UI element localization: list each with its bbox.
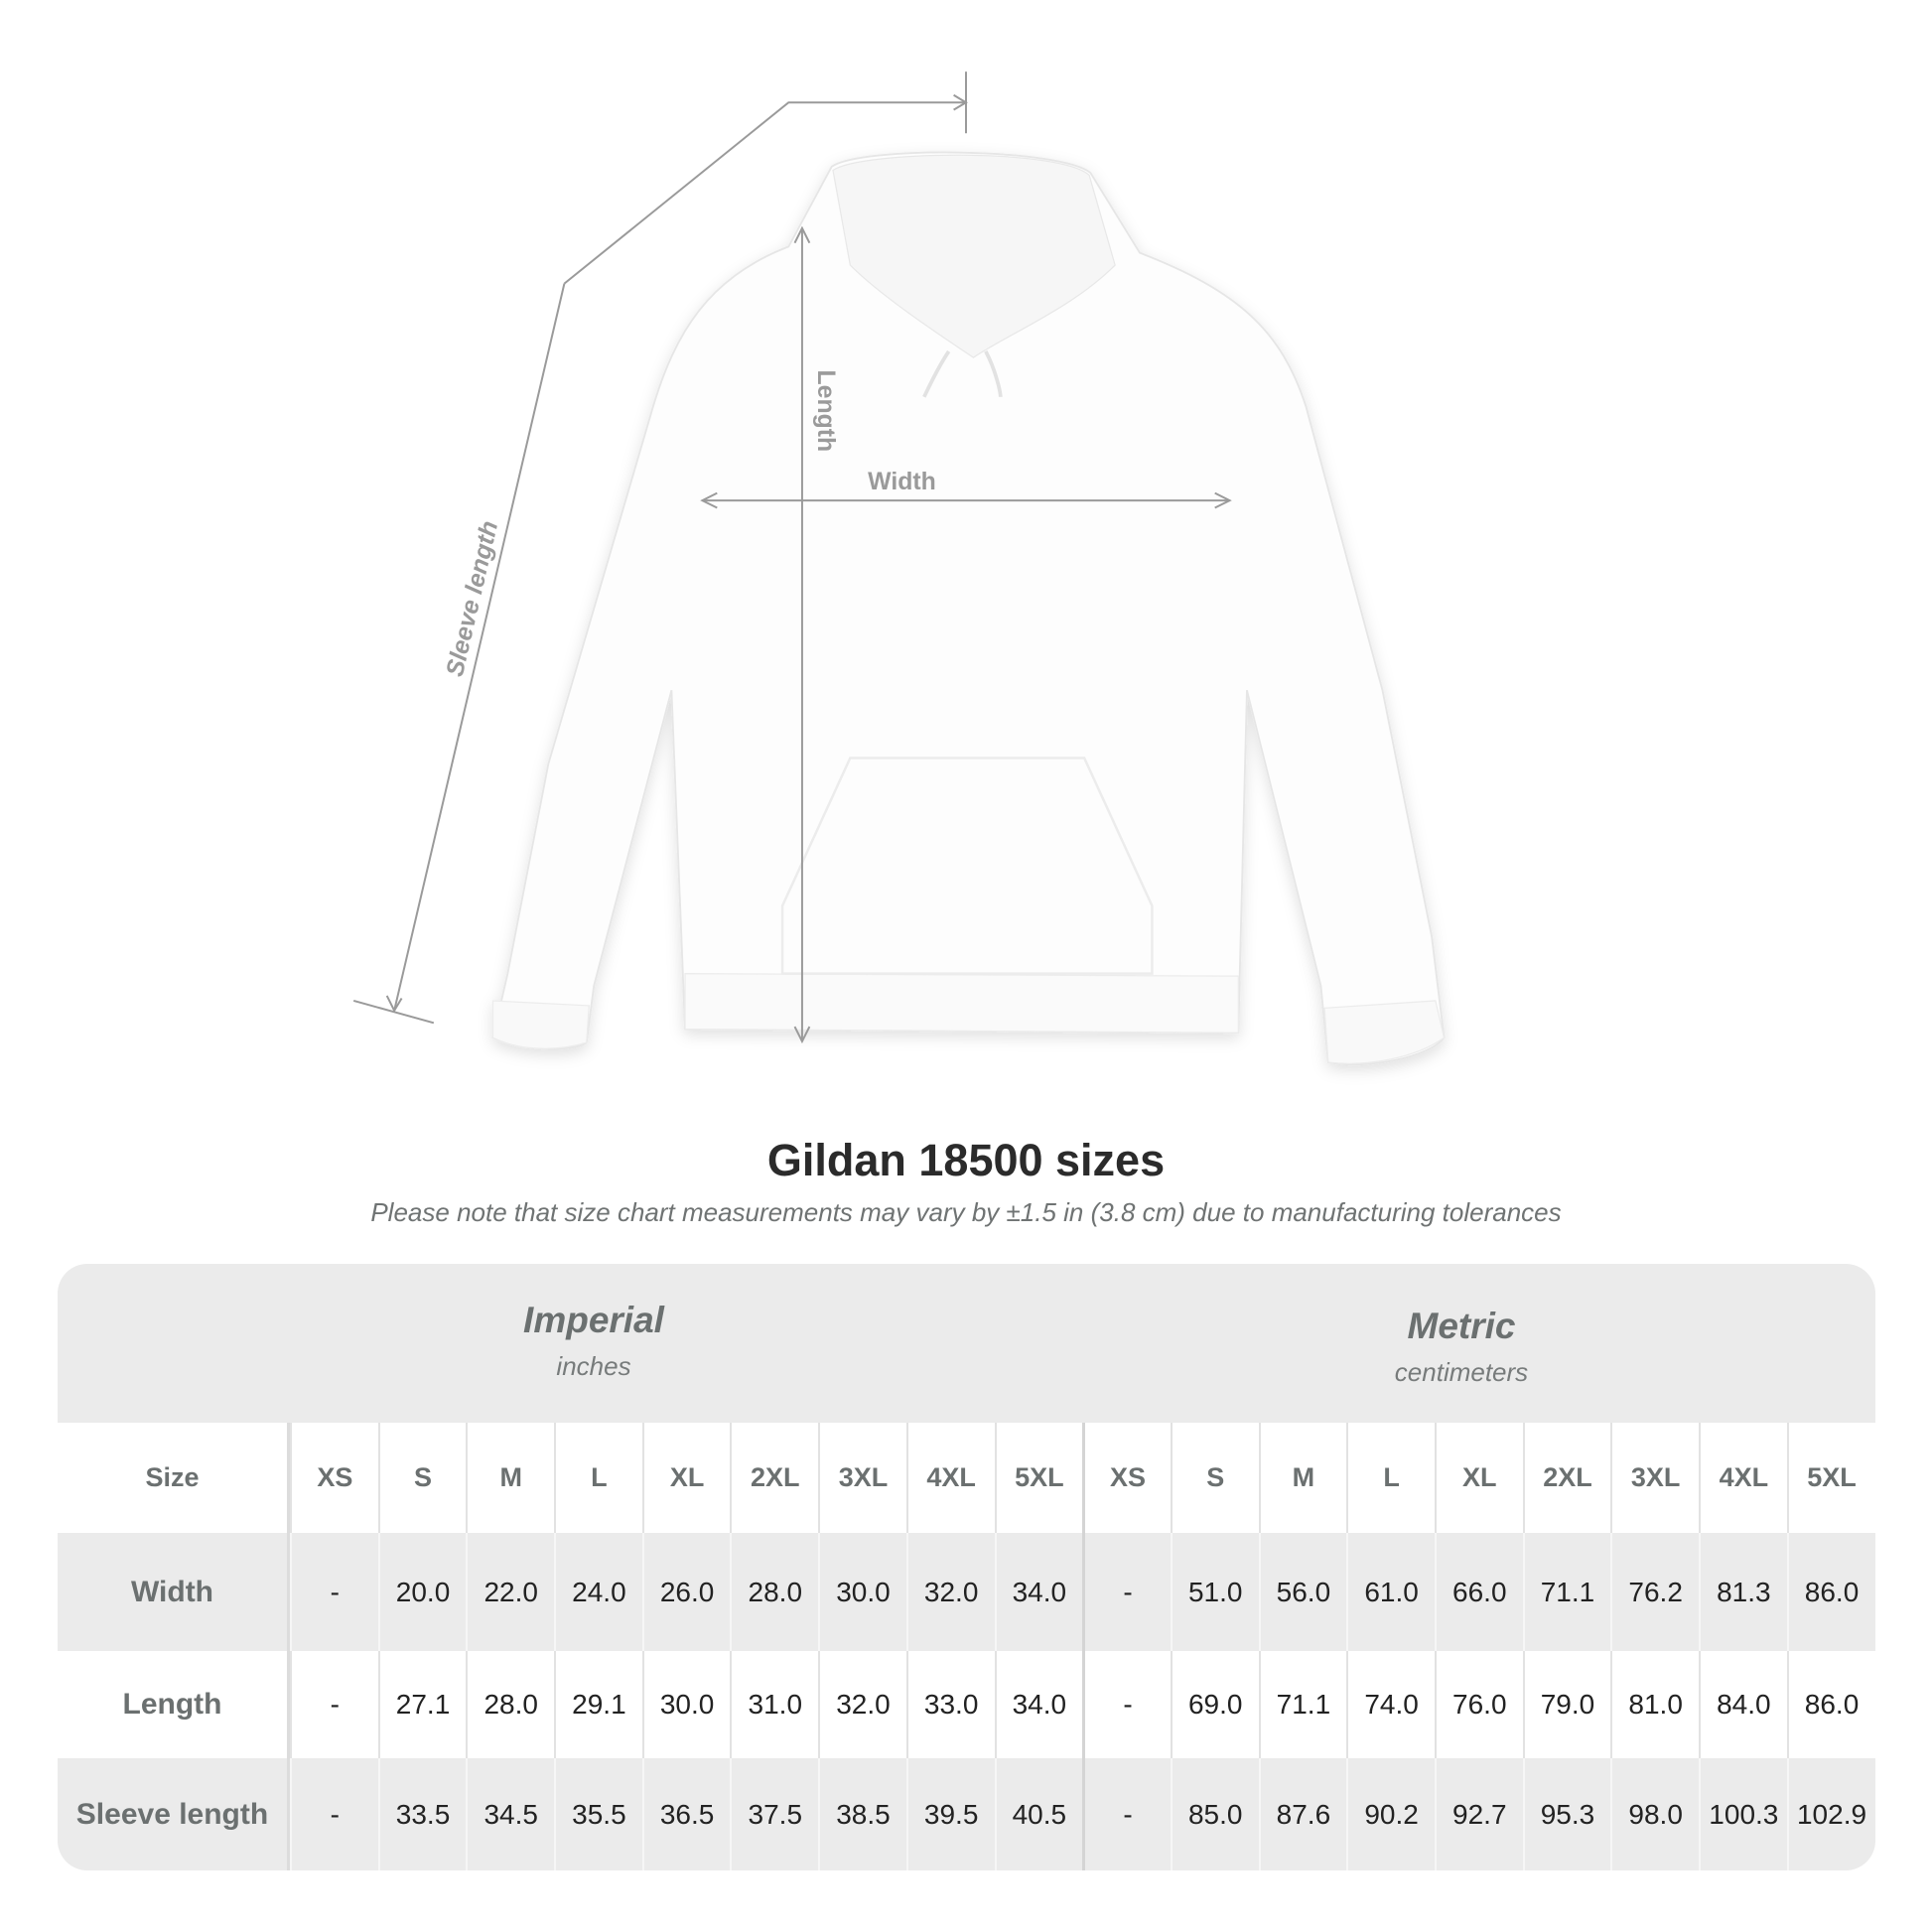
value-cell: 40.5 (994, 1758, 1083, 1870)
size-table: Imperial inches Metric centimeters Size X… (58, 1264, 1875, 1870)
value-cell: 81.0 (1610, 1651, 1699, 1758)
value-cell: 39.5 (905, 1758, 995, 1870)
value-cell: 37.5 (730, 1758, 818, 1870)
value-cell: 74.0 (1346, 1651, 1435, 1758)
value-cell: 71.1 (1258, 1651, 1347, 1758)
value-cell: 76.0 (1434, 1651, 1523, 1758)
value-cell: 28.0 (466, 1651, 554, 1758)
tolerance-note: Please note that size chart measurements… (370, 1197, 1562, 1227)
value-cell: 26.0 (641, 1533, 731, 1651)
value-cell: 34.5 (466, 1758, 554, 1870)
value-cell: 86.0 (1786, 1533, 1875, 1651)
value-cell: 32.0 (818, 1651, 906, 1758)
size-imperial-header: XS (290, 1423, 378, 1533)
size-imperial-header: XL (641, 1423, 731, 1533)
value-cell: 34.0 (994, 1533, 1083, 1651)
size-metric-header: XL (1434, 1423, 1523, 1533)
imperial-header: Imperial inches (345, 1300, 842, 1382)
value-cell: 27.1 (377, 1651, 467, 1758)
size-metric-header: S (1170, 1423, 1259, 1533)
value-cell: 69.0 (1170, 1651, 1259, 1758)
value-cell: - (1082, 1651, 1171, 1758)
metric-header: Metric centimeters (1213, 1306, 1710, 1388)
value-cell: - (290, 1533, 378, 1651)
row-label: Width (58, 1533, 290, 1651)
value-cell: 30.0 (641, 1651, 731, 1758)
size-metric-header: XS (1082, 1423, 1171, 1533)
value-cell: 35.5 (554, 1758, 642, 1870)
value-cell: 20.0 (377, 1533, 467, 1651)
imperial-title: Imperial (523, 1300, 664, 1340)
size-metric-header: L (1346, 1423, 1435, 1533)
value-cell: 33.0 (905, 1651, 995, 1758)
value-cell: 66.0 (1434, 1533, 1523, 1651)
value-cell: 32.0 (905, 1533, 995, 1651)
value-cell: 31.0 (730, 1651, 818, 1758)
value-cell: 102.9 (1786, 1758, 1875, 1870)
value-cell: 71.1 (1522, 1533, 1611, 1651)
value-cell: 84.0 (1699, 1651, 1787, 1758)
metric-unit: centimeters (1394, 1357, 1529, 1387)
width-label: Width (868, 469, 936, 495)
value-cell: - (1082, 1533, 1171, 1651)
value-cell: 29.1 (554, 1651, 642, 1758)
value-cell: 86.0 (1786, 1651, 1875, 1758)
table-row: Sleeve length -33.5 34.5 35.5 36.5 37.5 38.5 39… (58, 1758, 1875, 1870)
value-cell: - (290, 1758, 378, 1870)
value-cell: 51.0 (1170, 1533, 1259, 1651)
measurement-lines (352, 71, 1232, 1044)
size-metric-header: 3XL (1610, 1423, 1699, 1533)
value-cell: 33.5 (377, 1758, 467, 1870)
length-label: Length (812, 370, 839, 453)
value-cell: - (1082, 1758, 1171, 1870)
value-cell: 90.2 (1346, 1758, 1435, 1870)
size-imperial-header: M (466, 1423, 554, 1533)
value-cell: 34.0 (994, 1651, 1083, 1758)
value-cell: 36.5 (641, 1758, 731, 1870)
value-cell: 87.6 (1258, 1758, 1347, 1870)
sleeve-length-label: Sleeve length (442, 518, 503, 679)
value-cell: 95.3 (1522, 1758, 1611, 1870)
size-metric-header: 5XL (1786, 1423, 1875, 1533)
value-cell: 56.0 (1258, 1533, 1347, 1651)
value-cell: 100.3 (1699, 1758, 1787, 1870)
value-cell: 79.0 (1522, 1651, 1611, 1758)
table-row: Width -20.0 22.0 24.0 26.0 28.0 30.0 32.0 34.0-5… (58, 1533, 1875, 1651)
table-header: Imperial inches Metric centimeters (58, 1264, 1875, 1423)
value-cell: 22.0 (466, 1533, 554, 1651)
metric-title: Metric (1407, 1306, 1516, 1346)
row-label: Size (58, 1423, 290, 1533)
row-label: Sleeve length (58, 1758, 290, 1870)
hoodie-measurement-diagram: Length Width Sleeve length (352, 71, 1446, 1066)
value-cell: 24.0 (554, 1533, 642, 1651)
size-imperial-header: L (554, 1423, 642, 1533)
size-imperial-header: 2XL (730, 1423, 818, 1533)
value-cell: 92.7 (1434, 1758, 1523, 1870)
value-cell: 85.0 (1170, 1758, 1259, 1870)
value-cell: 30.0 (818, 1533, 906, 1651)
size-imperial-header: 4XL (905, 1423, 995, 1533)
size-imperial-header: S (377, 1423, 467, 1533)
value-cell: 61.0 (1346, 1533, 1435, 1651)
value-cell: - (290, 1651, 378, 1758)
size-metric-header: M (1258, 1423, 1347, 1533)
chart-title: Gildan 18500 sizes (766, 1135, 1166, 1185)
size-imperial-header: 5XL (994, 1423, 1083, 1533)
size-metric-header: 2XL (1522, 1423, 1611, 1533)
size-header-row: Size XS S M L XL 2XL 3XL 4XL 5XL XS S M L XL 2XL 3XL 4XL 5… (58, 1423, 1875, 1533)
value-cell: 38.5 (818, 1758, 906, 1870)
imperial-unit: inches (556, 1351, 631, 1381)
value-cell: 28.0 (730, 1533, 818, 1651)
size-metric-header: 4XL (1699, 1423, 1787, 1533)
size-imperial-header: 3XL (818, 1423, 906, 1533)
value-cell: 76.2 (1610, 1533, 1699, 1651)
row-label: Length (58, 1651, 290, 1758)
table-row: Length -27.1 28.0 29.1 30.0 31.0 32.0 33.0 34.0-… (58, 1651, 1875, 1758)
value-cell: 98.0 (1610, 1758, 1699, 1870)
value-cell: 81.3 (1699, 1533, 1787, 1651)
hoodie-image (491, 151, 1446, 1066)
